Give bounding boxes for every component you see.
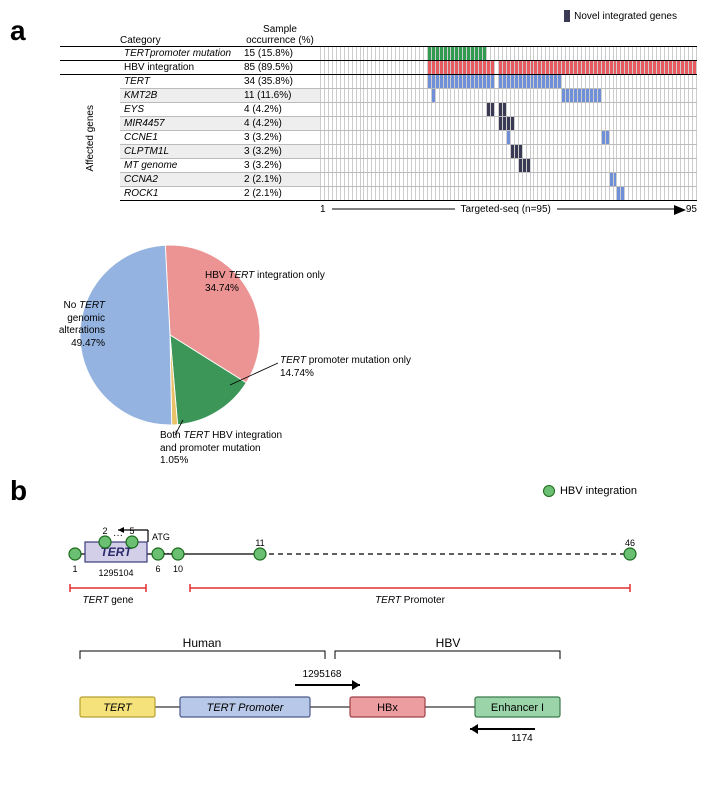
hbv-legend: HBV integration bbox=[60, 485, 637, 497]
gene-name-cell: CLPTM1L bbox=[120, 145, 240, 158]
svg-text:TERT gene: TERT gene bbox=[83, 595, 134, 606]
hbv-site-11 bbox=[254, 548, 266, 560]
svg-text:ATG: ATG bbox=[152, 532, 170, 542]
gene-name-cell: CCNA2 bbox=[120, 173, 240, 186]
x-axis-end: 95 bbox=[686, 204, 697, 215]
svg-text:2: 2 bbox=[102, 526, 107, 536]
table-row: CCNE13 (3.2%) bbox=[120, 131, 697, 145]
svg-text:TERT Promoter: TERT Promoter bbox=[207, 702, 285, 714]
category-cell: TERT promoter mutation bbox=[120, 47, 240, 60]
header-occurrence: Sample occurrence (%) bbox=[240, 24, 320, 46]
gene-name-cell: MT genome bbox=[120, 159, 240, 172]
gene-name-cell: EYS bbox=[120, 103, 240, 116]
svg-text:1174: 1174 bbox=[511, 733, 533, 742]
panel-b: b HBV integration TERTATG1295104······12… bbox=[20, 485, 697, 742]
table-row: ROCK12 (2.1%) bbox=[120, 187, 697, 201]
svg-text:Enhancer I: Enhancer I bbox=[491, 702, 544, 714]
gene-name-cell: CCNE1 bbox=[120, 131, 240, 144]
mutation-table: Novel integrated genes Category Sample o… bbox=[60, 10, 697, 215]
table-row: MT genome3 (3.2%) bbox=[120, 159, 697, 173]
occurrence-cell: 4 (4.2%) bbox=[240, 103, 320, 116]
x-axis-line bbox=[332, 203, 455, 215]
tert-locus-svg: TERTATG1295104······1256101146TERT geneT… bbox=[60, 512, 660, 607]
x-axis-line-2 bbox=[557, 203, 680, 215]
svg-text:11: 11 bbox=[255, 538, 264, 548]
panel-a-label: a bbox=[10, 15, 26, 47]
occurrence-cell: 3 (3.2%) bbox=[240, 131, 320, 144]
occurrence-cell: 2 (2.1%) bbox=[240, 187, 320, 200]
svg-text:1295104: 1295104 bbox=[98, 568, 133, 578]
occurrence-cell: 3 (3.2%) bbox=[240, 159, 320, 172]
x-axis: 1 Targeted-seq (n=95) 95 bbox=[320, 203, 697, 215]
panel-b-label: b bbox=[10, 475, 27, 507]
occurrence-cell: 85 (89.5%) bbox=[240, 61, 320, 74]
novel-swatch bbox=[564, 10, 570, 22]
category-cell: HBV integration bbox=[120, 61, 240, 74]
hbv-site-5 bbox=[126, 536, 138, 548]
occurrence-cell: 4 (4.2%) bbox=[240, 117, 320, 130]
header-category: Category bbox=[120, 35, 240, 46]
table-row: HBV integration85 (89.5%) bbox=[60, 61, 697, 75]
table-row: MIR44574 (4.2%) bbox=[120, 117, 697, 131]
gene-name-cell: TERT bbox=[120, 75, 240, 88]
gene-name-cell: ROCK1 bbox=[120, 187, 240, 200]
hbv-site-6 bbox=[152, 548, 164, 560]
occurrence-cell: 2 (2.1%) bbox=[240, 173, 320, 186]
svg-text:1: 1 bbox=[72, 564, 77, 574]
svg-text:TERT: TERT bbox=[103, 702, 133, 714]
svg-text:5: 5 bbox=[129, 526, 134, 536]
hbv-circle-icon bbox=[543, 485, 555, 497]
svg-text:···: ··· bbox=[113, 530, 123, 541]
table-row: TERT promoter mutation15 (15.8%) bbox=[60, 47, 697, 61]
svg-text:HBV: HBV bbox=[436, 637, 461, 650]
svg-text:1295168: 1295168 bbox=[303, 669, 342, 680]
fusion-svg: Human HBV TERT TERT Promoter HBx Enhancer I 12… bbox=[60, 637, 620, 742]
pie-label-both: Both TERT HBV integrationand promoter mu… bbox=[160, 430, 340, 468]
x-axis-label: Targeted-seq (n=95) bbox=[461, 204, 551, 215]
table-row: TERT34 (35.8%) bbox=[120, 75, 697, 89]
tert-locus-diagram: TERTATG1295104······1256101146TERT geneT… bbox=[60, 512, 697, 607]
gene-name-cell: MIR4457 bbox=[120, 117, 240, 130]
pie-label-no-alt: No TERTgenomic alterations49.47% bbox=[25, 300, 105, 350]
hbv-site-2 bbox=[99, 536, 111, 548]
table-row: EYS4 (4.2%) bbox=[120, 103, 697, 117]
table-header: Category Sample occurrence (%) bbox=[60, 24, 697, 47]
table-row: CLPTM1L3 (3.2%) bbox=[120, 145, 697, 159]
occurrence-cell: 3 (3.2%) bbox=[240, 145, 320, 158]
x-axis-start: 1 bbox=[320, 204, 326, 215]
novel-legend: Novel integrated genes bbox=[60, 10, 677, 22]
svg-text:10: 10 bbox=[173, 564, 183, 574]
svg-text:Human: Human bbox=[183, 637, 222, 650]
svg-text:TERT Promoter: TERT Promoter bbox=[375, 595, 446, 606]
table-row: KMT2B11 (11.6%) bbox=[120, 89, 697, 103]
hbv-site-46 bbox=[624, 548, 636, 560]
arrow-icon bbox=[674, 204, 686, 216]
hbv-legend-label: HBV integration bbox=[560, 485, 637, 497]
gene-name-cell: KMT2B bbox=[120, 89, 240, 102]
hbv-site-10 bbox=[172, 548, 184, 560]
svg-text:HBx: HBx bbox=[377, 702, 398, 714]
table-row: CCNA22 (2.1%) bbox=[120, 173, 697, 187]
svg-text:46: 46 bbox=[625, 538, 635, 548]
pie-label-hbv-only: HBV TERT integration only34.74% bbox=[205, 270, 365, 295]
occurrence-cell: 11 (11.6%) bbox=[240, 89, 320, 102]
pie-chart-area: No TERTgenomic alterations49.47% HBV TER… bbox=[80, 245, 697, 445]
fusion-diagram: Human HBV TERT TERT Promoter HBx Enhancer I 12… bbox=[60, 637, 697, 742]
occurrence-cell: 34 (35.8%) bbox=[240, 75, 320, 88]
novel-legend-label: Novel integrated genes bbox=[574, 11, 677, 22]
occurrence-cell: 15 (15.8%) bbox=[240, 47, 320, 60]
pie-label-promoter-only: TERT promoter mutation only14.74% bbox=[280, 355, 450, 380]
affected-genes-label: Affected genes bbox=[60, 75, 120, 201]
hbv-site-1 bbox=[69, 548, 81, 560]
svg-text:6: 6 bbox=[155, 564, 160, 574]
panel-a: a Novel integrated genes Category Sample… bbox=[20, 10, 697, 445]
